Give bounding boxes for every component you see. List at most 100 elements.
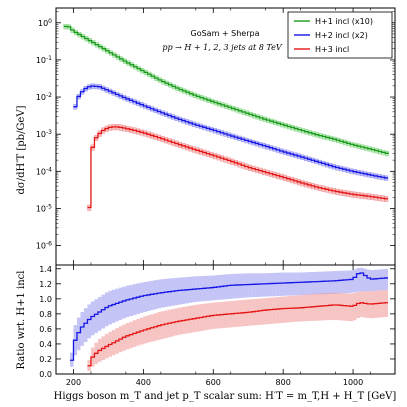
ratio-band-bin	[325, 271, 329, 294]
main-y-tick-label: 100	[38, 18, 52, 28]
ratio-band-bin	[171, 278, 175, 306]
x-tick-label: 200	[66, 378, 81, 387]
ratio-band-bin	[244, 273, 249, 298]
ratio-band-bin	[321, 271, 326, 295]
ratio-band-bin	[97, 296, 102, 331]
ratio-y-ticks: 0.0 0.2 0.4 0.6 0.8 1.0 1.2 1.4	[39, 265, 395, 379]
x-tick-label: 800	[276, 378, 291, 387]
ratio-y-tick-label: 1.4	[39, 265, 52, 274]
ratio-band-bin	[262, 298, 266, 325]
ratio-band-bin	[220, 274, 224, 300]
ratio-band-bin	[374, 290, 378, 318]
ratio-y-axis-label: Ratio wrt. H+1 incl	[16, 271, 27, 370]
ratio-band-bin	[108, 290, 112, 325]
ratio-band-bin	[262, 273, 266, 297]
legend-label: H+2 incl (x2)	[315, 31, 368, 40]
ratio-band-bin	[290, 295, 294, 323]
main-series-line	[87, 126, 389, 209]
x-tick-label: 400	[136, 378, 151, 387]
main-y-tick-label: 10-1	[36, 55, 52, 65]
ratio-y-tick-label: 0.0	[39, 370, 52, 379]
legend: H+1 incl (x10) H+2 incl (x2) H+3 incl	[287, 11, 393, 59]
ratio-band-bin	[94, 299, 98, 334]
ratio-band-bin	[297, 272, 301, 296]
main-series-line	[63, 25, 389, 154]
ratio-series-line	[87, 302, 389, 367]
ratio-band-bin	[311, 271, 315, 295]
ratio-y-tick-label: 0.4	[39, 340, 52, 349]
ratio-band-bin	[335, 270, 340, 294]
ratio-band-bin	[332, 292, 336, 320]
ratio-band-bin	[342, 293, 347, 321]
annotation-process: pp → H + 1, 2, 3 jets at 8 TeV	[162, 43, 282, 52]
ratio-band-bin	[279, 296, 284, 324]
ratio-band-bin	[265, 297, 270, 325]
ratio-band-bin	[339, 270, 343, 294]
ratio-band-bin	[363, 291, 368, 318]
ratio-band-bin	[283, 272, 287, 296]
ratio-band-bin	[83, 308, 88, 343]
ratio-band-bin	[101, 294, 105, 329]
ratio-band-bin	[286, 296, 291, 323]
ratio-band-bin	[332, 271, 336, 294]
ratio-plot-frame	[55, 264, 396, 375]
ratio-band-bin	[384, 289, 389, 318]
ratio-lines	[69, 272, 389, 367]
ratio-band-bin	[258, 298, 263, 325]
ratio-band-bin	[146, 281, 151, 312]
ratio-band-bin	[237, 273, 242, 299]
ratio-series-line	[69, 272, 389, 361]
ratio-band-bin	[318, 293, 322, 321]
ratio-band-bin	[136, 283, 140, 314]
ratio-band-bin	[223, 274, 228, 300]
ratio-band-bin	[290, 272, 294, 296]
ratio-band-bin	[269, 297, 273, 324]
main-y-tick-label: 10-3	[36, 129, 52, 139]
ratio-y-tick-label: 1.0	[39, 295, 52, 304]
main-series-line	[73, 85, 389, 179]
main-panel: 100 10-1 10-2 10-3 10-4 10-5 10-6 GoSam + Sher…	[16, 7, 396, 266]
ratio-band-bin	[374, 269, 378, 291]
ratio-band-bin	[276, 297, 280, 324]
ratio-band-bin	[370, 291, 375, 319]
ratio-band-bin	[258, 273, 263, 297]
ratio-band-bin	[111, 289, 116, 323]
ratio-band-bin	[339, 293, 343, 321]
x-tick-label: 1000	[343, 378, 363, 387]
ratio-band-bin	[255, 273, 259, 297]
ratio-band-bin	[370, 270, 375, 292]
main-y-axis-label: dσ/dH′T [pb/GeV]	[16, 105, 27, 194]
ratio-band-bin	[318, 271, 322, 295]
ratio-band-bin	[139, 282, 144, 313]
ratio-band-bin	[360, 291, 364, 318]
ratio-band-bin	[272, 272, 277, 297]
ratio-band-bin	[381, 290, 385, 318]
ratio-band-bin	[367, 269, 371, 292]
ratio-band-bin	[276, 272, 280, 297]
ratio-band-bin	[143, 281, 147, 312]
ratio-band-bin	[314, 271, 319, 295]
ratio-band-bin	[286, 272, 291, 296]
legend-label: H+3 incl	[315, 45, 349, 54]
ratio-band-bin	[174, 277, 179, 306]
ratio-band-bin	[272, 297, 277, 324]
ratio-band-bin	[349, 270, 354, 293]
ratio-band-bin	[160, 279, 165, 308]
ratio-band-bin	[115, 288, 119, 322]
ratio-band-bin	[234, 273, 238, 299]
ratio-band-bin	[356, 291, 361, 318]
ratio-band-bin	[157, 279, 161, 309]
x-axis-label: Higgs boson m_T and jet p_T scalar sum: …	[54, 391, 397, 402]
ratio-band-bin	[251, 273, 256, 298]
ratio-x-ticks: 200 400 600 800 1000	[66, 265, 371, 387]
legend-label: H+1 incl (x10)	[315, 17, 373, 26]
legend-items: H+1 incl (x10) H+2 incl (x2) H+3 incl	[294, 17, 373, 54]
ratio-band-bin	[300, 272, 305, 295]
ratio-band-bin	[367, 291, 371, 319]
ratio-y-tick-label: 0.2	[39, 355, 52, 364]
ratio-band-bin	[167, 278, 172, 307]
ratio-band-bin	[377, 269, 382, 291]
ratio-band-bin	[377, 290, 382, 318]
ratio-band-bin	[178, 277, 182, 305]
ratio-band-bin	[265, 273, 270, 297]
